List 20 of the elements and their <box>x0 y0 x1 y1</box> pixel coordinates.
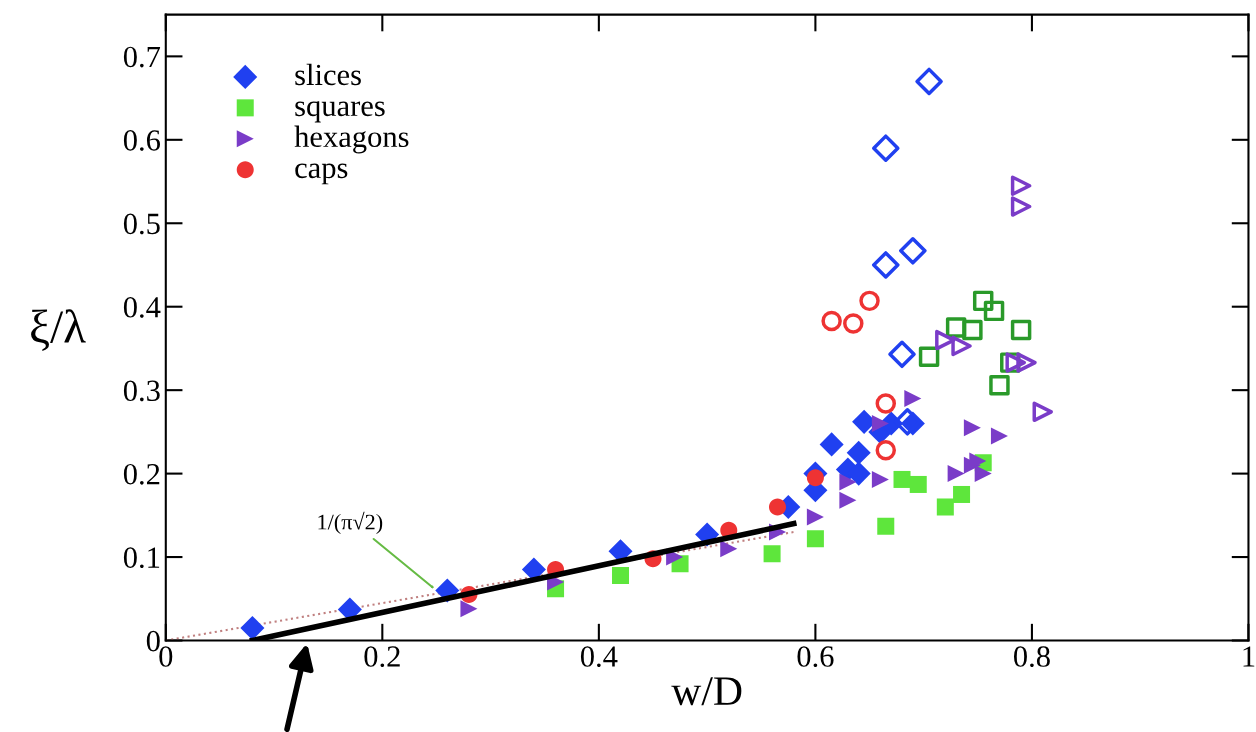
y-axis-title: ξ/λ <box>31 309 86 351</box>
x-tick-label: 0.8 <box>1014 646 1050 667</box>
y-tick-label: 0.4 <box>123 296 161 318</box>
x-tick-label: 0.4 <box>580 646 618 667</box>
y-tick-label: 0.2 <box>123 463 160 485</box>
y-tick-label: 0 <box>146 630 160 652</box>
y-tick-label: 0.7 <box>123 46 161 68</box>
legend-label: slices <box>295 63 361 86</box>
legend-label: caps <box>295 163 348 185</box>
annotation: 1/(π√2) <box>318 511 383 535</box>
legend-label: hexagons <box>294 125 409 154</box>
y-tick-label: 0.5 <box>123 213 160 235</box>
x-axis-title: w/D <box>671 677 742 706</box>
legend-label: squares <box>295 101 385 123</box>
x-tick-label: 0.2 <box>364 646 400 667</box>
x-tick-label: 1 <box>1243 646 1255 667</box>
x-tick-label: 0.6 <box>797 646 834 667</box>
y-tick-label: 0.3 <box>123 380 160 402</box>
y-tick-label: 0.1 <box>123 547 160 569</box>
y-tick-label: 0.6 <box>123 130 161 151</box>
